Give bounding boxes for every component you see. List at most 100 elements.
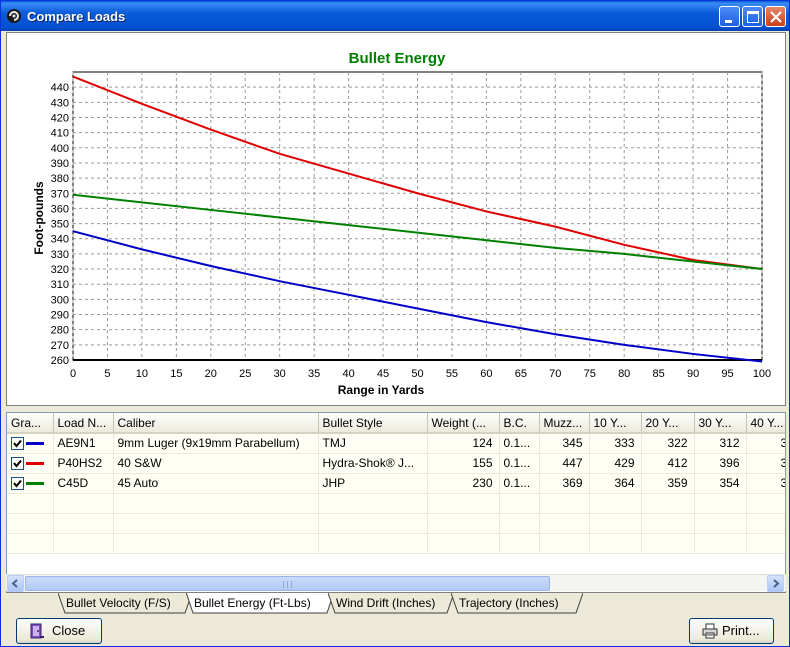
muzzle-cell: 369 <box>539 473 590 494</box>
col-header-weight[interactable]: Weight (... <box>427 413 500 434</box>
y-tick-label: 300 <box>51 294 69 306</box>
maximize-icon <box>747 11 759 23</box>
exit-door-icon <box>30 623 44 639</box>
checkmark-icon <box>13 440 22 448</box>
x-tick-label: 70 <box>549 368 561 380</box>
close-button[interactable]: Close <box>16 618 102 644</box>
tab-bullet-velocity[interactable]: Bullet Velocity (F/S) <box>58 593 192 614</box>
col-header-graph[interactable]: Gra... <box>7 413 54 434</box>
loads-table-panel: Gra... Load N... Caliber Bullet Style We… <box>6 412 786 593</box>
graph-cell[interactable] <box>7 473 54 494</box>
horizontal-scrollbar[interactable] <box>6 574 786 592</box>
minimize-button[interactable] <box>719 6 740 27</box>
col-header-load-name[interactable]: Load N... <box>53 413 114 434</box>
x-tick-label: 60 <box>480 368 492 380</box>
x-tick-label: 5 <box>104 368 110 380</box>
chart-grid <box>72 71 763 361</box>
y-tick-label: 410 <box>51 128 69 140</box>
tab-label: Trajectory (Inches) <box>459 596 559 610</box>
series-line-p40hs2 <box>72 75 763 271</box>
col-header-40-yards[interactable]: 40 Y... <box>746 413 785 434</box>
yards-20-cell: 322 <box>641 433 695 454</box>
bullet-style-cell: TMJ <box>318 433 428 454</box>
y-tick-label: 320 <box>51 264 69 276</box>
tab-shape <box>451 593 583 614</box>
caliber-cell: 40 S&W <box>113 453 319 474</box>
x-tick-label: 95 <box>721 368 733 380</box>
caliber-cell: 9mm Luger (9x19mm Parabellum) <box>113 433 319 454</box>
muzzle-cell: 447 <box>539 453 590 474</box>
empty-row <box>7 513 785 534</box>
table-row[interactable]: C45D 45 Auto JHP 230 0.1... 369 364 359 … <box>7 473 785 494</box>
bc-cell: 0.1... <box>499 453 540 474</box>
yards-10-cell: 364 <box>589 473 642 494</box>
title-bar[interactable]: Compare Loads <box>1 1 789 31</box>
col-header-bc[interactable]: B.C. <box>499 413 540 434</box>
col-header-caliber[interactable]: Caliber <box>113 413 319 434</box>
print-button[interactable]: Print... <box>689 618 774 644</box>
yards-20-cell: 412 <box>641 453 695 474</box>
tab-shape <box>186 593 334 614</box>
weight-cell: 124 <box>427 433 500 454</box>
tab-label: Bullet Energy (Ft-Lbs) <box>194 596 311 610</box>
graph-checkbox[interactable] <box>11 477 24 491</box>
y-tick-label: 390 <box>51 158 69 170</box>
scroll-right-button[interactable] <box>767 575 784 592</box>
yards-30-cell: 354 <box>694 473 747 494</box>
yards-30-cell: 396 <box>694 453 747 474</box>
loads-table: Gra... Load N... Caliber Bullet Style We… <box>7 413 785 554</box>
tab-trajectory[interactable]: Trajectory (Inches) <box>451 593 583 614</box>
graph-cell[interactable] <box>7 453 54 474</box>
x-tick-label: 0 <box>70 368 76 380</box>
energy-chart: Bullet Energy Range in Yards Foot-pounds… <box>6 32 786 406</box>
col-header-bullet-style[interactable]: Bullet Style <box>318 413 428 434</box>
x-tick-label: 85 <box>653 368 665 380</box>
col-header-20-yards[interactable]: 20 Y... <box>641 413 695 434</box>
y-tick-label: 270 <box>51 340 69 352</box>
x-tick-label: 80 <box>618 368 630 380</box>
y-tick-label: 380 <box>51 173 69 185</box>
app-logo-icon <box>7 9 21 23</box>
empty-row <box>7 493 785 514</box>
x-tick-label: 75 <box>584 368 596 380</box>
yards-40-cell: 349 <box>746 473 785 494</box>
x-tick-label: 15 <box>170 368 182 380</box>
yards-30-cell: 312 <box>694 433 747 454</box>
x-tick-label: 30 <box>274 368 286 380</box>
load-name-cell: AE9N1 <box>53 433 114 454</box>
tab-label: Wind Drift (Inches) <box>336 596 436 610</box>
x-tick-label: 100 <box>753 368 771 380</box>
y-tick-label: 290 <box>51 310 69 322</box>
y-tick-label: 420 <box>51 112 69 124</box>
scroll-left-button[interactable] <box>7 575 24 592</box>
maximize-button[interactable] <box>742 6 763 27</box>
col-header-muzzle[interactable]: Muzz... <box>539 413 590 434</box>
x-tick-label: 35 <box>308 368 320 380</box>
bullet-style-cell: Hydra-Shok® J... <box>318 453 428 474</box>
tab-wind-drift[interactable]: Wind Drift (Inches) <box>328 593 454 614</box>
close-window-button[interactable] <box>765 6 786 27</box>
yards-20-cell: 359 <box>641 473 695 494</box>
x-tick-label: 50 <box>411 368 423 380</box>
tab-bullet-energy[interactable]: Bullet Energy (Ft-Lbs) <box>186 593 334 614</box>
y-tick-label: 310 <box>51 279 69 291</box>
tab-shape <box>328 593 454 614</box>
table-row[interactable]: AE9N1 9mm Luger (9x19mm Parabellum) TMJ … <box>7 433 785 454</box>
graph-cell[interactable] <box>7 433 54 454</box>
series-color-swatch <box>26 482 44 486</box>
load-name-cell: C45D <box>53 473 114 494</box>
window-title: Compare Loads <box>27 9 126 24</box>
splitter-handle[interactable] <box>6 406 786 412</box>
chart-series <box>72 75 763 363</box>
scroll-thumb[interactable] <box>25 576 550 591</box>
y-tick-label: 430 <box>51 97 69 109</box>
col-header-10-yards[interactable]: 10 Y... <box>589 413 642 434</box>
table-row[interactable]: P40HS2 40 S&W Hydra-Shok® J... 155 0.1..… <box>7 453 785 474</box>
col-header-30-yards[interactable]: 30 Y... <box>694 413 747 434</box>
yards-10-cell: 333 <box>589 433 642 454</box>
x-tick-label: 20 <box>205 368 217 380</box>
y-tick-label: 400 <box>51 143 69 155</box>
graph-checkbox[interactable] <box>11 457 24 471</box>
bc-cell: 0.1... <box>499 433 540 454</box>
graph-checkbox[interactable] <box>11 437 24 451</box>
